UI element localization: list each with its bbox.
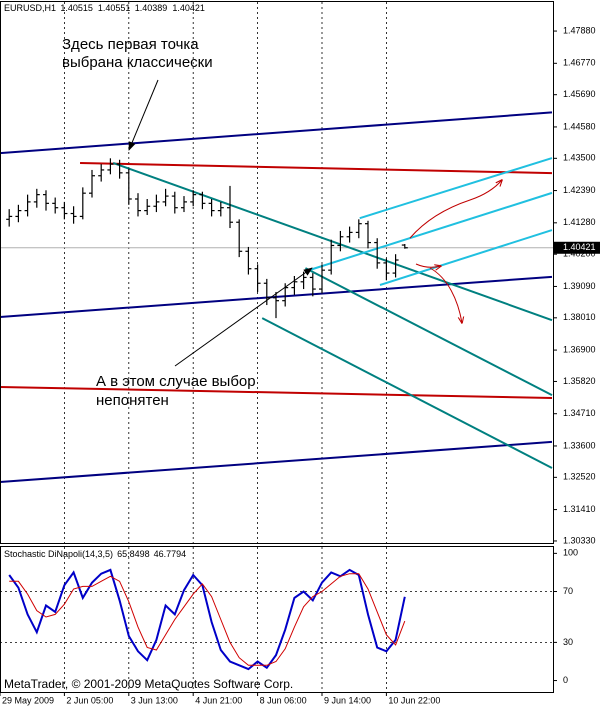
title-part: 1.40389	[135, 3, 168, 13]
series-line	[8, 568, 406, 671]
annotation-arrow	[128, 79, 159, 151]
forecast-arrow	[429, 267, 462, 323]
current-price-box	[553, 241, 600, 254]
y-tick-label: 1.44580	[563, 121, 596, 131]
forecast-arrow	[409, 180, 502, 239]
x-tick-label: 4 Jun 21:00	[195, 695, 242, 705]
trend-line	[261, 317, 553, 469]
title-part: 1.40515	[60, 3, 93, 13]
title-part: 1.40421	[172, 3, 205, 13]
axes: 29 May 2009 2 Jun 05:00 3 Jun 13:00 4 Jun 2…	[0, 3, 600, 705]
trend-line	[80, 161, 553, 175]
annotation: выбрана классически	[62, 54, 213, 71]
y-tick-label: 1.34710	[563, 408, 596, 418]
y-tick-label: 1.33600	[563, 440, 596, 450]
x-tick-label: 29 May 2009	[2, 695, 54, 705]
annotation: А в этом случае выбор	[96, 373, 256, 390]
title-part: Stochastic DiNapoli(14,3,5)	[4, 549, 113, 559]
y-tick-label: 1.39090	[563, 281, 596, 291]
x-tick-label: 8 Jun 06:00	[260, 695, 307, 705]
x-tick-label: 2 Jun 05:00	[66, 695, 113, 705]
title-part: EURUSD,H1	[4, 3, 56, 13]
annotation: Здесь первая точка	[62, 36, 199, 53]
title-part: 65.8498	[117, 549, 150, 559]
y-tick-label: 1.47880	[563, 25, 596, 35]
trend-line	[112, 162, 553, 322]
y-tick-label: 1.42390	[563, 185, 596, 195]
price-bars	[6, 158, 408, 319]
trend-line	[304, 267, 553, 397]
trend-line	[359, 157, 553, 220]
forecast-arrow	[415, 263, 441, 267]
trend-line	[0, 111, 553, 155]
y-tick-label: 1.46770	[563, 58, 596, 68]
x-tick-label: 3 Jun 13:00	[131, 695, 178, 705]
y-tick-label: 1.31410	[563, 504, 596, 514]
y-tick-label: 0	[563, 675, 568, 685]
chart-title: EURUSD,H1 1.40515 1.40551 1.40389 1.40421	[4, 3, 205, 13]
y-tick-label: 100	[563, 548, 578, 558]
y-tick-label: 1.43500	[563, 153, 596, 163]
indicator-frame	[0, 546, 554, 693]
y-tick-label: 1.38010	[563, 312, 596, 322]
annotation: непонятен	[96, 392, 169, 409]
y-tick-label: 1.32520	[563, 472, 596, 482]
y-tick-label: 70	[563, 586, 573, 596]
y-tick-label: 1.30330	[563, 535, 596, 545]
y-tick-label: 1.36900	[563, 344, 596, 354]
current-price-label: 1.40421	[563, 242, 596, 252]
main-frame	[0, 1, 554, 544]
trend-line	[0, 385, 553, 400]
watermark: MetaTrader, © 2001-2009 MetaQuotes Softw…	[4, 677, 293, 691]
x-tick-label: 10 Jun 22:00	[388, 695, 440, 705]
y-tick-label: 1.41280	[563, 217, 596, 227]
trend-line	[0, 440, 553, 483]
title-part: 46.7794	[154, 549, 187, 559]
annotation-arrow	[174, 267, 313, 367]
trend-line	[309, 191, 553, 271]
chart-title: Stochastic DiNapoli(14,3,5) 65.8498 46.779…	[4, 549, 186, 559]
y-tick-label: 1.45690	[563, 89, 596, 99]
y-tick-label: 30	[563, 637, 573, 647]
trend-lines	[0, 111, 553, 483]
series-line	[9, 573, 406, 666]
title-part: 1.40551	[98, 3, 131, 13]
trend-line	[379, 229, 553, 286]
x-tick-label: 9 Jun 14:00	[324, 695, 371, 705]
stochastic	[8, 568, 406, 671]
y-tick-label: 1.35820	[563, 376, 596, 386]
